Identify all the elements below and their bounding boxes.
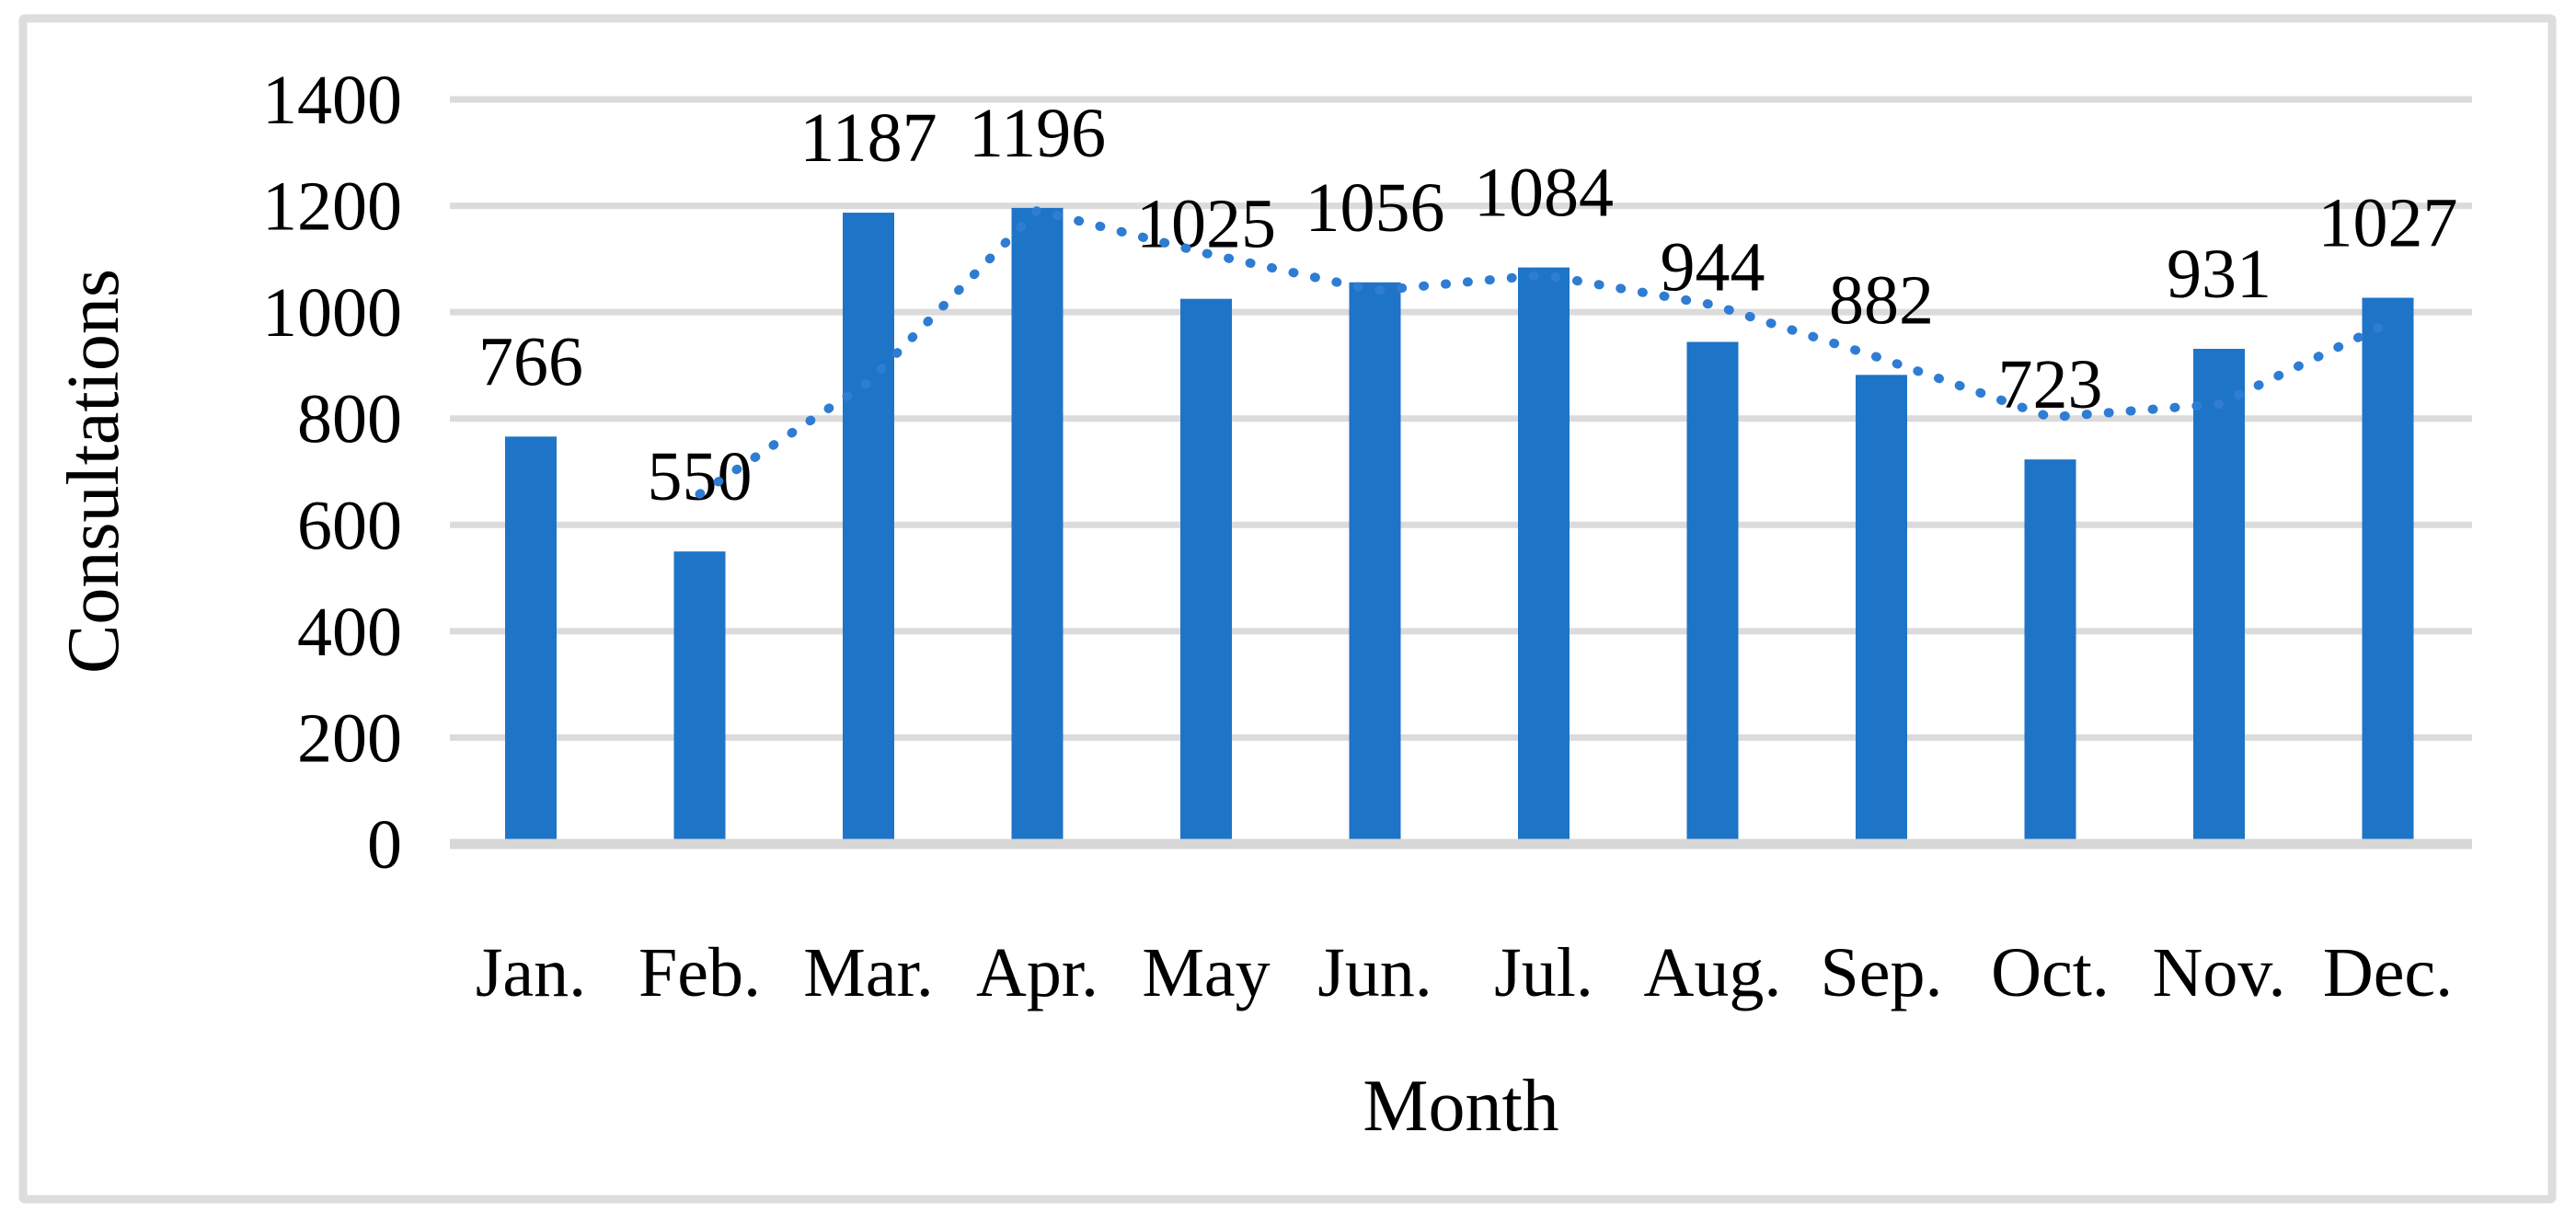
data-label: 550	[648, 438, 753, 515]
x-tick-label: Mar.	[803, 934, 933, 1011]
y-tick-label: 1400	[262, 62, 402, 139]
bar-dec	[2362, 297, 2414, 847]
data-label: 882	[1829, 261, 1934, 339]
x-tick-label: Dec.	[2323, 934, 2453, 1011]
chart-border	[18, 14, 2557, 1204]
x-tick-label: Jun.	[1317, 934, 1432, 1011]
x-tick-label: Jan.	[476, 934, 586, 1011]
x-tick-label: Aug.	[1644, 934, 1782, 1011]
y-tick-label: 400	[297, 594, 402, 671]
data-label: 1196	[969, 95, 1106, 172]
x-tick-label: Nov.	[2153, 934, 2286, 1011]
x-tick-label: May	[1142, 934, 1270, 1011]
y-tick-label: 200	[297, 699, 402, 777]
x-tick-label: Apr.	[976, 934, 1098, 1011]
bar-mar	[843, 213, 894, 848]
data-label: 931	[2167, 236, 2271, 313]
data-label: 1187	[799, 99, 937, 177]
bar-may	[1180, 298, 1232, 848]
y-tick-label: 800	[297, 381, 402, 458]
bar-jan	[505, 436, 557, 847]
data-label: 1084	[1474, 155, 1614, 232]
x-tick-label: Feb.	[638, 934, 761, 1011]
bar-jun	[1349, 282, 1401, 848]
data-label: 1056	[1305, 169, 1445, 247]
data-label: 766	[478, 323, 583, 400]
bar-jul	[1518, 267, 1570, 847]
bar-nov	[2193, 349, 2245, 847]
y-tick-label: 600	[297, 487, 402, 564]
trendline-dotted	[695, 204, 2393, 499]
bar-oct	[2024, 459, 2076, 847]
bar-aug	[1686, 341, 1739, 847]
x-axis-title: Month	[1363, 1066, 1558, 1147]
x-tick-label: Jul.	[1494, 934, 1593, 1011]
data-label: 944	[1661, 229, 1765, 306]
y-tick-label: 1200	[262, 168, 402, 246]
y-axis-title: Consultations	[53, 269, 134, 674]
bar-apr	[1011, 207, 1064, 847]
bar-feb	[673, 551, 726, 847]
bar-sep	[1856, 375, 1907, 848]
x-tick-label: Oct.	[1991, 934, 2110, 1011]
y-tick-label: 0	[367, 806, 402, 884]
y-tick-label: 1000	[262, 274, 402, 352]
x-tick-label: Sep.	[1821, 934, 1943, 1011]
data-label: 1027	[2318, 185, 2458, 262]
